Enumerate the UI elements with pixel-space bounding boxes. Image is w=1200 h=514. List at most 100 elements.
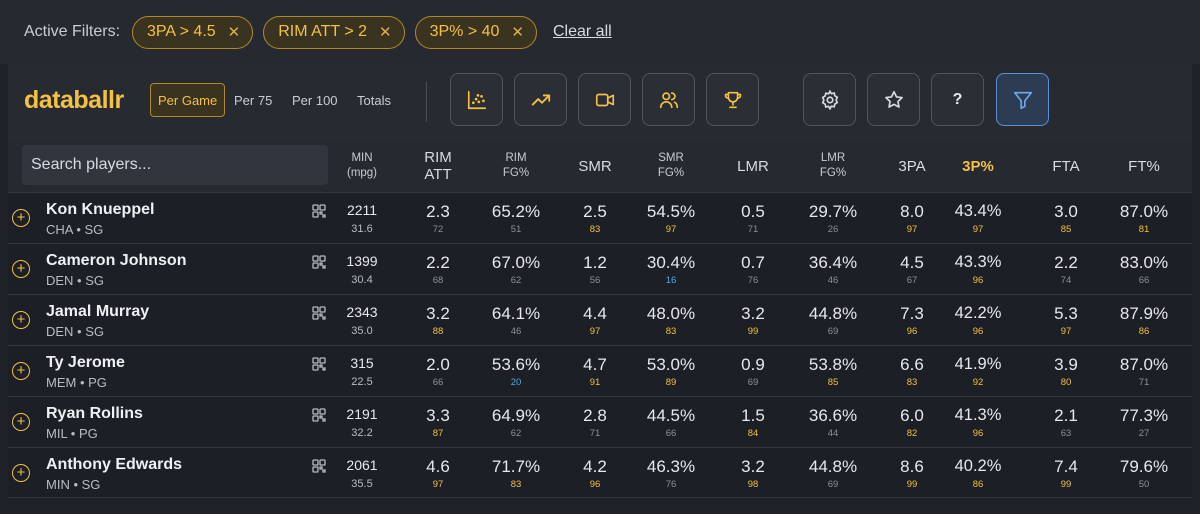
column-header-min[interactable]: MIN (mpg) — [336, 140, 388, 192]
favorites-button[interactable] — [867, 73, 920, 126]
column-header-label: RIM ATT — [424, 149, 452, 183]
awards-button[interactable] — [706, 73, 759, 126]
minutes-per-game: 22.5 — [351, 376, 373, 388]
scatter-plot-button[interactable] — [450, 73, 503, 126]
minutes-value: 2211 — [346, 202, 378, 218]
column-header-smr-fg-pct[interactable]: SMR FG% — [630, 140, 712, 192]
filter-icon — [1013, 91, 1032, 109]
stat-value: 36.4% — [808, 253, 858, 272]
stat-value: 7.4 — [1054, 457, 1078, 476]
add-player-icon[interactable]: + — [12, 413, 30, 431]
close-icon[interactable]: ✕ — [379, 24, 392, 41]
cell-smr: 4.2 96 — [564, 448, 626, 498]
cell-three-pa: 8.6 99 — [882, 448, 942, 498]
stat-value: 64.9% — [491, 406, 541, 425]
column-header-smr[interactable]: SMR — [564, 140, 626, 192]
mode-per-75-button[interactable]: Per 75 — [234, 92, 273, 108]
stat-percentile: 46 — [510, 326, 522, 337]
player-name[interactable]: Anthony Edwards — [46, 456, 183, 473]
cell-rim-fg-pct: 71.7% 83 — [478, 448, 554, 498]
filter-button[interactable] — [996, 73, 1049, 126]
toolbar: databallr Per Game Per 75 Per 100 Totals… — [8, 64, 1192, 140]
column-header-three-pa[interactable]: 3PA — [882, 140, 942, 192]
player-card-icon[interactable] — [312, 255, 326, 269]
search-input[interactable] — [22, 145, 328, 185]
cell-smr-fg-pct: 53.0% 89 — [630, 346, 712, 396]
stat-percentile: 81 — [1138, 224, 1150, 235]
player-card-icon[interactable] — [312, 459, 326, 473]
filter-chip-3pa[interactable]: 3PA > 4.5 ✕ — [132, 15, 254, 49]
stat-percentile: 83 — [906, 377, 918, 388]
player-name[interactable]: Kon Knueppel — [46, 201, 155, 218]
help-button[interactable]: ? — [931, 73, 984, 126]
scatter-plot-icon — [467, 90, 486, 109]
player-name[interactable]: Jamal Murray — [46, 303, 150, 320]
add-player-icon[interactable]: + — [12, 209, 30, 227]
stat-value: 4.6 — [426, 457, 450, 476]
player-card-icon[interactable] — [312, 357, 326, 371]
filter-chip-rim-att[interactable]: RIM ATT > 2 ✕ — [263, 15, 405, 49]
table-row[interactable]: + Anthony Edwards MIN • SG 2061 35.5 4.6 97 71.… — [8, 447, 1192, 498]
player-name[interactable]: Ryan Rollins — [46, 405, 143, 422]
table-row[interactable]: + Jamal Murray DEN • SG 2343 35.0 3.2 88 64.1% 4… — [8, 294, 1192, 345]
player-name[interactable]: Cameron Johnson — [46, 252, 187, 269]
stat-value: 3.2 — [426, 304, 450, 323]
stat-percentile: 97 — [972, 224, 984, 235]
cell-smr-fg-pct: 48.0% 83 — [630, 295, 712, 345]
compare-players-button[interactable] — [642, 73, 695, 126]
column-header-three-pct[interactable]: 3P% — [938, 140, 1018, 192]
player-card-icon[interactable] — [312, 408, 326, 422]
cell-min: 315 22.5 — [336, 346, 388, 396]
cell-lmr-fg-pct: 36.6% 44 — [792, 397, 874, 447]
column-header-rim-att[interactable]: RIM ATT — [412, 140, 464, 192]
column-header-ft-pct[interactable]: FT% — [1100, 140, 1188, 192]
table-row[interactable]: + Kon Knueppel CHA • SG 2211 31.6 2.3 72 65.2% 5… — [8, 192, 1192, 243]
cell-min: 2061 35.5 — [336, 448, 388, 498]
stat-value: 79.6% — [1119, 457, 1169, 476]
column-header-lmr-fg-pct[interactable]: LMR FG% — [792, 140, 874, 192]
active-filters-label: Active Filters: — [24, 23, 121, 40]
cell-lmr-fg-pct: 29.7% 26 — [792, 193, 874, 243]
stat-percentile: 71 — [589, 428, 601, 439]
add-player-icon[interactable]: + — [12, 464, 30, 482]
stat-value: 42.2% — [954, 304, 1002, 322]
stat-value: 53.0% — [646, 355, 696, 374]
settings-button[interactable] — [803, 73, 856, 126]
table-row[interactable]: + Cameron Johnson DEN • SG 1399 30.4 2.2 68 67.… — [8, 243, 1192, 294]
table-row[interactable]: + Ty Jerome MEM • PG 315 22.5 2.0 66 53.6% 20 4.7… — [8, 345, 1192, 396]
stat-value: 71.7% — [491, 457, 541, 476]
stat-value: 3.2 — [741, 304, 765, 323]
clear-all-link[interactable]: Clear all — [553, 23, 612, 40]
mode-per-game-button[interactable]: Per Game — [150, 83, 226, 117]
add-player-icon[interactable]: + — [12, 260, 30, 278]
filter-chip-3p-pct[interactable]: 3P% > 40 ✕ — [414, 15, 537, 49]
cell-rim-att: 2.3 72 — [412, 193, 464, 243]
cell-fta: 2.1 63 — [1034, 397, 1098, 447]
stat-value: 46.3% — [646, 457, 696, 476]
table-row[interactable]: + Ryan Rollins MIL • PG 2191 32.2 3.3 87 64.9% 6… — [8, 396, 1192, 447]
minutes-per-game: 35.0 — [351, 325, 373, 337]
stat-percentile: 71 — [1138, 377, 1150, 388]
stat-value: 43.4% — [954, 202, 1002, 220]
video-button[interactable] — [578, 73, 631, 126]
mode-per-100-button[interactable]: Per 100 — [292, 92, 338, 108]
stat-percentile: 76 — [747, 275, 759, 286]
trend-chart-button[interactable] — [514, 73, 567, 126]
mode-totals-button[interactable]: Totals — [357, 92, 391, 108]
stat-percentile: 50 — [1138, 479, 1150, 490]
minutes-per-game: 30.4 — [351, 274, 373, 286]
player-card-icon[interactable] — [312, 204, 326, 218]
minutes-per-game: 35.5 — [351, 478, 373, 490]
column-header-rim-fg-pct[interactable]: RIM FG% — [478, 140, 554, 192]
player-card-icon[interactable] — [312, 306, 326, 320]
column-header-lmr[interactable]: LMR — [726, 140, 780, 192]
column-header-fta[interactable]: FTA — [1034, 140, 1098, 192]
close-icon[interactable]: ✕ — [227, 24, 241, 41]
close-icon[interactable]: ✕ — [511, 24, 524, 41]
add-player-icon[interactable]: + — [12, 311, 30, 329]
player-name[interactable]: Ty Jerome — [46, 354, 125, 371]
stat-percentile: 99 — [906, 479, 918, 490]
minutes-value: 315 — [350, 355, 374, 371]
column-header-label: MIN (mpg) — [346, 152, 378, 179]
add-player-icon[interactable]: + — [12, 362, 30, 380]
